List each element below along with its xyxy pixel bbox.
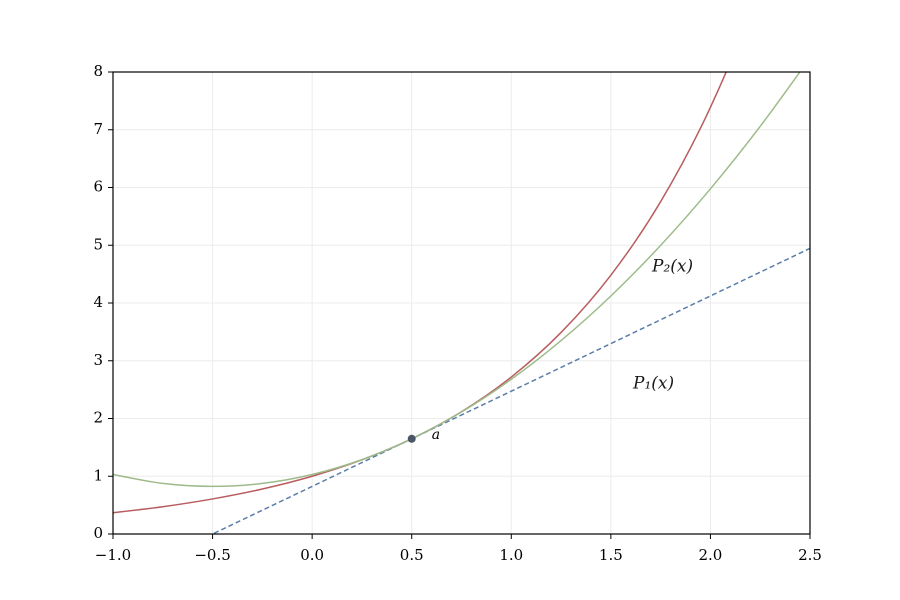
x-tick-label: 0.5	[400, 546, 424, 564]
y-tick-label: 0	[93, 524, 103, 542]
x-tick-label: 0.0	[300, 546, 324, 564]
x-tick-label: −1.0	[95, 546, 131, 564]
series-label: P₂(x)	[651, 257, 693, 277]
series-line	[113, 72, 728, 514]
y-tick-label: 6	[93, 178, 103, 196]
x-tick-label: −0.5	[194, 546, 230, 564]
x-tick-label: 2.0	[698, 546, 722, 564]
series-line	[113, 72, 801, 488]
y-tick-label: 7	[93, 120, 103, 138]
y-tick-label: 3	[93, 351, 103, 369]
point-label: a	[432, 427, 440, 443]
x-tick-label: 2.5	[798, 546, 822, 564]
series-line	[210, 247, 810, 534]
y-tick-label: 4	[93, 293, 103, 311]
y-tick-label: 8	[93, 62, 103, 80]
point	[407, 434, 416, 443]
y-tick-label: 1	[93, 466, 103, 484]
plot-area	[113, 72, 810, 534]
y-tick-label: 5	[93, 235, 103, 253]
plot-frame	[112, 71, 811, 535]
y-tick-label: 2	[93, 409, 103, 427]
series-label: P₁(x)	[632, 374, 674, 394]
x-tick-label: 1.0	[499, 546, 523, 564]
x-tick-label: 1.5	[599, 546, 623, 564]
